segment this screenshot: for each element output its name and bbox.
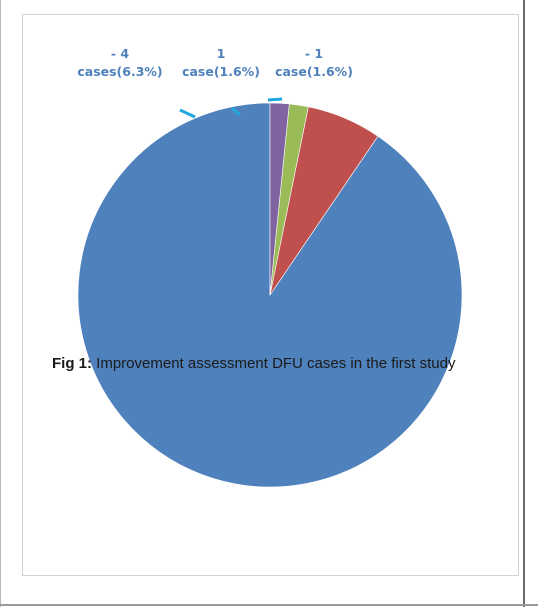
leader-line-1	[179, 108, 196, 119]
slice-labels: - 4 cases(6.3%) 1 case(1.6%) - 1 case(1.6%)	[77, 46, 353, 79]
figure-caption: Fig 1: Improvement assessment DFU cases …	[52, 355, 455, 372]
leader-line-3	[267, 97, 283, 102]
figure-frame	[22, 14, 519, 576]
page-left-border	[0, 0, 1, 607]
slice-label-top-1: - 4	[111, 46, 130, 61]
label-leader-lines	[179, 97, 283, 119]
page-bottom-border	[0, 604, 538, 606]
caption-prefix: Fig 1:	[52, 355, 92, 372]
slice-label-top-3: - 1	[305, 46, 323, 61]
leader-line-2	[231, 106, 241, 117]
slice-label-bottom-3: case(1.6%)	[275, 64, 353, 79]
slice-label-bottom-1: cases(6.3%)	[77, 64, 162, 79]
pie-slice-3	[269, 102, 290, 296]
page-right-border	[523, 0, 525, 607]
slice-label-bottom-2: case(1.6%)	[182, 64, 260, 79]
pie-slices	[77, 102, 463, 488]
caption-text: Improvement assessment DFU cases in the …	[92, 355, 456, 372]
slice-label-top-2: 1	[217, 46, 226, 61]
